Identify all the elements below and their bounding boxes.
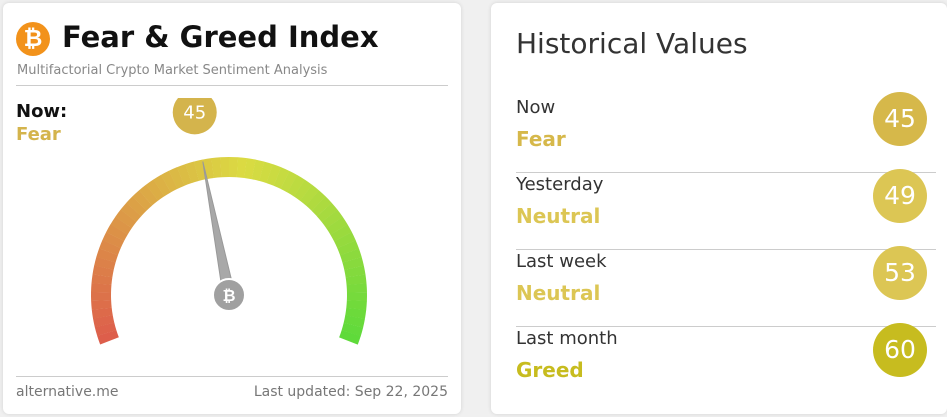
row-divider bbox=[516, 326, 936, 327]
row-divider bbox=[516, 172, 936, 173]
gauge-arc bbox=[110, 216, 132, 235]
gauge-arc bbox=[99, 240, 121, 256]
gauge-arc bbox=[236, 157, 247, 179]
title: Fear & Greed Index bbox=[62, 20, 379, 54]
row-value: 60 bbox=[873, 323, 927, 377]
gauge-arc bbox=[311, 196, 332, 217]
gauge-arc bbox=[337, 240, 359, 256]
history-row: Now Fear 45 bbox=[516, 91, 936, 173]
now-label: Now: bbox=[16, 101, 68, 122]
gauge: 45 ₿ bbox=[91, 98, 367, 345]
row-classification: Neutral bbox=[516, 204, 601, 228]
value-bubble-label: 45 bbox=[183, 102, 206, 123]
gauge-arc bbox=[321, 209, 343, 229]
gauge-arc bbox=[126, 196, 147, 217]
row-classification: Greed bbox=[516, 358, 584, 382]
gauge-arc bbox=[132, 190, 153, 211]
gauge-arc bbox=[343, 315, 365, 328]
gauge-arc bbox=[93, 315, 115, 328]
gauge-arc bbox=[342, 256, 364, 271]
needle-hub bbox=[212, 278, 246, 312]
gauge-arc bbox=[339, 330, 361, 345]
gauge-arc bbox=[106, 224, 128, 242]
gauge-arc bbox=[97, 329, 119, 345]
gauge-arc bbox=[91, 299, 112, 310]
gauge-arc bbox=[145, 179, 165, 201]
row-value: 53 bbox=[873, 246, 927, 300]
gauge-arc bbox=[168, 167, 185, 189]
gauge-arc bbox=[176, 164, 192, 186]
subtitle: Multifactorial Crypto Market Sentiment A… bbox=[17, 63, 328, 78]
gauge-arc bbox=[91, 274, 113, 285]
gauge-arc bbox=[211, 157, 222, 178]
value-bubble bbox=[172, 98, 217, 135]
gauge-arc bbox=[160, 170, 178, 193]
row-label: Last month bbox=[516, 328, 618, 349]
gauge-arc bbox=[120, 202, 142, 223]
divider bbox=[16, 85, 448, 86]
needle-hub-icon: ₿ bbox=[222, 286, 235, 305]
history-row: Yesterday Neutral 49 bbox=[516, 168, 936, 250]
gauge-arc bbox=[334, 232, 356, 249]
gauge-arc bbox=[92, 265, 114, 278]
gauge-arc bbox=[193, 159, 207, 181]
gauge-arc bbox=[94, 322, 117, 337]
gauge-arc bbox=[345, 274, 367, 286]
gauge-arc bbox=[94, 256, 116, 270]
now-classification: Fear bbox=[16, 124, 61, 145]
gauge-arc bbox=[91, 307, 113, 319]
gauge-arc bbox=[326, 216, 348, 235]
history-row: Last month Greed 60 bbox=[516, 322, 936, 399]
gauge-arc bbox=[115, 209, 137, 229]
row-label: Now bbox=[516, 97, 556, 118]
history-title: Historical Values bbox=[516, 27, 748, 60]
gauge-arc bbox=[139, 184, 159, 206]
gauge-arc bbox=[153, 174, 171, 197]
row-label: Yesterday bbox=[516, 174, 604, 195]
row-value: 45 bbox=[873, 92, 927, 146]
history-row: Last week Neutral 53 bbox=[516, 245, 936, 327]
gauge-arc bbox=[305, 190, 326, 211]
source: alternative.me bbox=[16, 384, 119, 400]
last-updated: Last updated: Sep 22, 2025 bbox=[253, 384, 448, 400]
gauge-arc bbox=[287, 175, 305, 197]
gauge-arc bbox=[185, 161, 200, 184]
gauge-arc bbox=[266, 164, 282, 186]
gauge-card: ₿ Fear & Greed Index Multifactorial Cryp… bbox=[3, 3, 461, 414]
gauge-arc bbox=[202, 158, 215, 180]
row-value: 49 bbox=[873, 169, 927, 223]
gauge-arc bbox=[96, 248, 118, 263]
history-card: Historical Values Now Fear 45 Yesterday Neut… bbox=[491, 3, 947, 414]
row-label: Last week bbox=[516, 251, 607, 272]
gauge-arc bbox=[316, 202, 338, 223]
gauge-arc bbox=[341, 322, 364, 337]
bitcoin-icon: ₿ bbox=[16, 22, 50, 56]
gauge-arc bbox=[273, 167, 290, 189]
gauge-arc bbox=[345, 307, 367, 319]
gauge-arc bbox=[102, 231, 125, 249]
gauge-arc bbox=[244, 158, 256, 180]
row-divider bbox=[516, 249, 936, 250]
gauge-arc bbox=[293, 179, 313, 201]
gauge-arc bbox=[344, 265, 366, 278]
needle bbox=[202, 161, 236, 297]
divider bbox=[16, 376, 448, 377]
gauge-arc bbox=[299, 184, 320, 206]
gauge-arc bbox=[346, 300, 367, 311]
gauge-arc bbox=[251, 159, 265, 181]
gauge-arc bbox=[340, 248, 362, 263]
row-classification: Neutral bbox=[516, 281, 601, 305]
gauge-arc bbox=[280, 170, 298, 193]
gauge-arc bbox=[330, 224, 352, 242]
gauge-arc bbox=[259, 161, 273, 184]
row-classification: Fear bbox=[516, 127, 566, 151]
